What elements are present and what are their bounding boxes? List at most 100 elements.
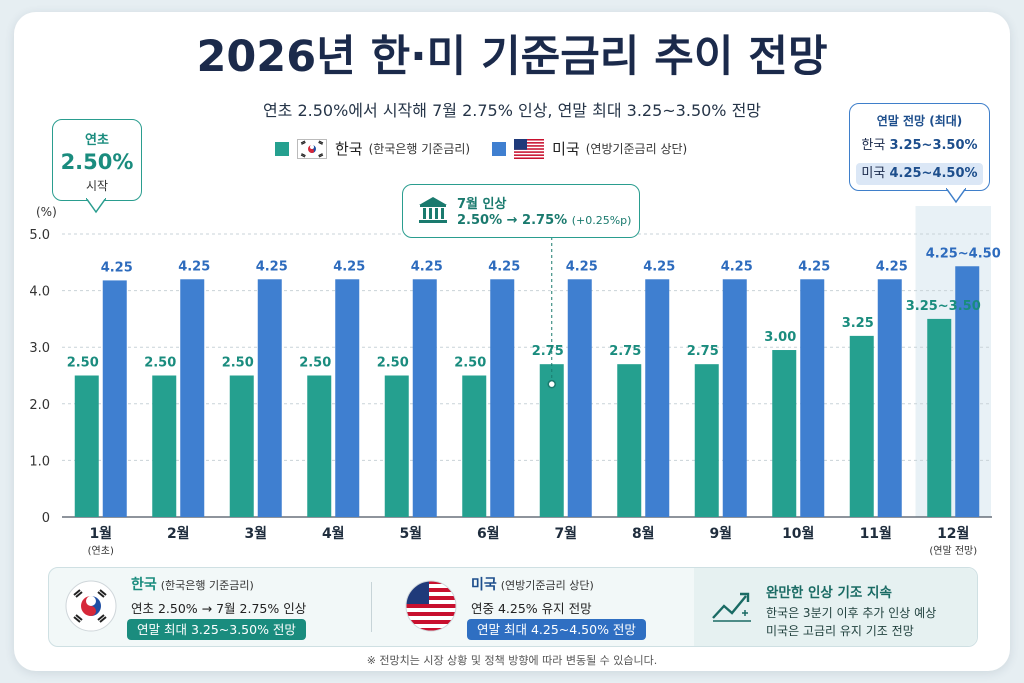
july-marker xyxy=(547,379,556,389)
x-tick-label: 4월 xyxy=(322,525,345,542)
bar-us-7 xyxy=(567,279,592,517)
bar-korea-7 xyxy=(539,364,564,517)
x-tick-sublabel: (연초) xyxy=(88,545,114,557)
data-label-us-6: 4.25 xyxy=(488,259,520,274)
summary-korea-tag: 연말 최대 3.25~3.50% 전망 xyxy=(127,619,306,640)
data-label-us-10: 4.25 xyxy=(798,259,830,274)
data-label-us-5: 4.25 xyxy=(411,259,443,274)
footnote: ※ 전망치는 시장 상황 및 정책 방향에 따라 변동될 수 있습니다. xyxy=(366,654,658,667)
summary-us-tag: 연말 최대 4.25~4.50% 전망 xyxy=(467,619,646,640)
x-tick-label: 7월 xyxy=(554,525,577,542)
summary-panel: 한국 (한국은행 기준금리) 연초 2.50% → 7월 2.75% 인상 연말 … xyxy=(48,567,978,647)
data-label-korea-7: 2.75 xyxy=(532,344,564,359)
x-tick-label: 5월 xyxy=(399,525,422,542)
bar-us-2 xyxy=(180,279,205,517)
bar-us-8 xyxy=(645,279,670,517)
y-tick-label: 1.0 xyxy=(29,454,50,469)
data-label-us-4: 4.25 xyxy=(333,259,365,274)
bar-korea-5 xyxy=(384,375,409,517)
summary-us-title: 미국 (연방기준금리 상단) xyxy=(471,574,594,594)
page-title: 2026년 한·미 기준금리 추이 전망 xyxy=(196,32,828,82)
chart-legend: 한국 (한국은행 기준금리) 미국 (연방기준금리 상단) xyxy=(275,138,709,159)
start-callout-label: 연초 xyxy=(85,133,109,148)
bar-korea-10 xyxy=(772,350,797,517)
bar-us-10 xyxy=(800,279,825,517)
summary-korea-desc: 연초 2.50% → 7월 2.75% 인상 xyxy=(131,601,307,616)
bar-korea-11 xyxy=(849,335,874,517)
legend-us-note: (연방기준금리 상단) xyxy=(585,142,688,156)
year-end-callout-pointer xyxy=(946,188,966,204)
bar-us-5 xyxy=(412,279,437,517)
legend-swatch-us xyxy=(492,141,507,156)
summary-korea: 한국 (한국은행 기준금리) 연초 2.50% → 7월 2.75% 인상 연말 … xyxy=(49,568,369,646)
data-label-us-11: 4.25 xyxy=(876,259,908,274)
july-callout-change-delta: (+0.25%p) xyxy=(571,214,632,227)
summary-korea-title-note: (한국은행 기준금리) xyxy=(160,579,254,592)
data-label-korea-1: 2.50 xyxy=(67,356,99,371)
data-label-us-7: 4.25 xyxy=(566,259,598,274)
y-tick-label: 5.0 xyxy=(29,228,50,243)
data-label-korea-2: 2.50 xyxy=(144,356,176,371)
year-end-korea-value: 3.25~3.50% xyxy=(889,138,978,153)
summary-us: 미국 (연방기준금리 상단) 연중 4.25% 유지 전망 연말 최대 4.25~… xyxy=(389,568,689,646)
summary-trend-line1: 한국은 3분기 이후 추가 인상 예상 xyxy=(766,606,937,620)
july-callout: 7월 인상 2.50% → 2.75% (+0.25%p) xyxy=(402,184,640,238)
data-label-korea-6: 2.50 xyxy=(454,356,486,371)
data-label-korea-10: 3.00 xyxy=(764,330,796,345)
summary-us-title-note: (연방기준금리 상단) xyxy=(500,579,594,592)
data-label-us-2: 4.25 xyxy=(178,259,210,274)
year-end-callout: 연말 전망 (최대) 한국 3.25~3.50% 미국 4.25~4.50% xyxy=(849,103,990,191)
summary-divider xyxy=(371,582,372,632)
bar-korea-6 xyxy=(462,375,487,517)
x-tick-label: 11월 xyxy=(860,525,892,542)
x-tick-label: 2월 xyxy=(167,525,190,542)
summary-trend: 완만한 인상 기조 지속 한국은 3분기 이후 추가 인상 예상 미국은 고금리… xyxy=(694,568,977,646)
summary-trend-title: 완만한 인상 기조 지속 xyxy=(766,585,892,601)
data-label-korea-4: 2.50 xyxy=(299,356,331,371)
summary-us-title-label: 미국 xyxy=(471,577,497,593)
year-end-callout-title: 연말 전망 (최대) xyxy=(876,114,963,128)
year-end-us-value: 4.25~4.50% xyxy=(889,166,978,181)
legend-us-label: 미국 xyxy=(552,140,580,158)
start-callout-caption: 시작 xyxy=(85,179,109,193)
legend-korea-label: 한국 xyxy=(335,140,363,158)
start-callout-pointer xyxy=(86,198,106,214)
legend-swatch-korea xyxy=(275,141,289,156)
bar-korea-4 xyxy=(307,375,332,517)
x-tick-label: 10월 xyxy=(782,525,814,542)
summary-korea-title-label: 한국 xyxy=(131,577,157,593)
x-tick-label: 3월 xyxy=(244,525,267,542)
korea-flag-icon xyxy=(297,138,327,159)
y-tick-label: 0 xyxy=(42,511,50,526)
data-label-korea-12: 3.25~3.50 xyxy=(906,299,981,314)
bar-korea-3 xyxy=(229,375,254,517)
us-flag-circle-icon xyxy=(405,580,457,632)
data-label-us-9: 4.25 xyxy=(721,259,753,274)
data-label-us-12: 4.25~4.50 xyxy=(926,246,1001,261)
bar-us-3 xyxy=(257,279,282,517)
x-tick-label: 9월 xyxy=(709,525,732,542)
bar-korea-1 xyxy=(74,375,99,517)
y-tick-label: 4.0 xyxy=(29,285,50,300)
summary-korea-title: 한국 (한국은행 기준금리) xyxy=(131,574,254,594)
data-label-korea-3: 2.50 xyxy=(222,356,254,371)
legend-korea-note: (한국은행 기준금리) xyxy=(368,142,471,156)
july-callout-change-value: 2.50% → 2.75% xyxy=(457,213,568,228)
year-end-korea-row: 한국 3.25~3.50% xyxy=(856,135,983,157)
bar-korea-2 xyxy=(152,375,177,517)
bar-us-12 xyxy=(955,266,980,517)
y-tick-label: 2.0 xyxy=(29,398,50,413)
data-label-korea-5: 2.50 xyxy=(377,356,409,371)
data-label-korea-9: 2.75 xyxy=(687,344,719,359)
year-end-korea-label: 한국 xyxy=(861,138,886,153)
bank-icon xyxy=(419,197,447,223)
bar-korea-9 xyxy=(694,364,719,517)
trend-up-icon xyxy=(712,592,751,622)
x-tick-label: 8월 xyxy=(632,525,655,542)
year-end-us-label: 미국 xyxy=(861,166,886,181)
page-subtitle: 연초 2.50%에서 시작해 7월 2.75% 인상, 연말 최대 3.25~3… xyxy=(262,101,762,120)
bar-korea-8 xyxy=(617,364,642,517)
x-tick-label: 12월 xyxy=(937,525,969,542)
start-callout: 연초 2.50% 시작 xyxy=(52,119,142,201)
